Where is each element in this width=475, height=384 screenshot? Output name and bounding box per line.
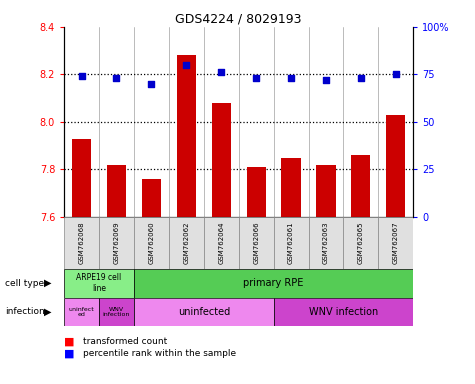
Bar [274, 217, 309, 269]
Bar [247, 167, 266, 217]
Bar [282, 157, 301, 217]
Text: ■: ■ [64, 337, 75, 347]
Bar [309, 217, 343, 269]
Bar [177, 55, 196, 217]
Bar [379, 217, 413, 269]
Bar [64, 217, 99, 269]
Bar [64, 269, 134, 298]
Text: WNV infection: WNV infection [309, 307, 378, 317]
Text: cell type: cell type [5, 279, 44, 288]
Text: GSM762064: GSM762064 [218, 222, 224, 264]
Text: ARPE19 cell
line: ARPE19 cell line [76, 273, 122, 293]
Bar [142, 179, 161, 217]
Bar [107, 165, 126, 217]
Text: primary RPE: primary RPE [243, 278, 304, 288]
Text: GSM762062: GSM762062 [183, 222, 190, 264]
Bar [238, 217, 274, 269]
Text: WNV
infection: WNV infection [103, 306, 130, 318]
Bar [99, 298, 134, 326]
Bar [386, 115, 405, 217]
Bar [204, 217, 238, 269]
Bar [352, 155, 370, 217]
Text: GSM762066: GSM762066 [253, 222, 259, 264]
Point [322, 77, 330, 83]
Bar [72, 139, 91, 217]
Bar [99, 217, 134, 269]
Point [78, 73, 86, 79]
Text: uninfected: uninfected [178, 307, 230, 317]
Title: GDS4224 / 8029193: GDS4224 / 8029193 [175, 13, 302, 26]
Bar [343, 217, 379, 269]
Text: GSM762068: GSM762068 [78, 222, 85, 264]
Point [287, 75, 295, 81]
Point [252, 75, 260, 81]
Text: GSM762060: GSM762060 [148, 222, 154, 264]
Point [357, 75, 365, 81]
Bar [316, 165, 335, 217]
Bar [134, 269, 413, 298]
Text: percentile rank within the sample: percentile rank within the sample [83, 349, 236, 358]
Text: transformed count: transformed count [83, 337, 167, 346]
Text: GSM762061: GSM762061 [288, 222, 294, 264]
Text: GSM762067: GSM762067 [393, 222, 399, 264]
Point [392, 71, 399, 78]
Point [182, 62, 190, 68]
Point [113, 75, 120, 81]
Text: ■: ■ [64, 348, 75, 358]
Bar [64, 298, 99, 326]
Text: ▶: ▶ [44, 278, 52, 288]
Text: GSM762065: GSM762065 [358, 222, 364, 264]
Point [148, 81, 155, 87]
Bar [274, 298, 413, 326]
Bar [212, 103, 231, 217]
Text: GSM762063: GSM762063 [323, 222, 329, 264]
Bar [134, 298, 274, 326]
Text: GSM762069: GSM762069 [114, 222, 120, 264]
Text: ▶: ▶ [44, 307, 52, 317]
Bar [134, 217, 169, 269]
Text: uninfect
ed: uninfect ed [69, 306, 95, 318]
Point [218, 70, 225, 76]
Text: infection: infection [5, 308, 45, 316]
Bar [169, 217, 204, 269]
